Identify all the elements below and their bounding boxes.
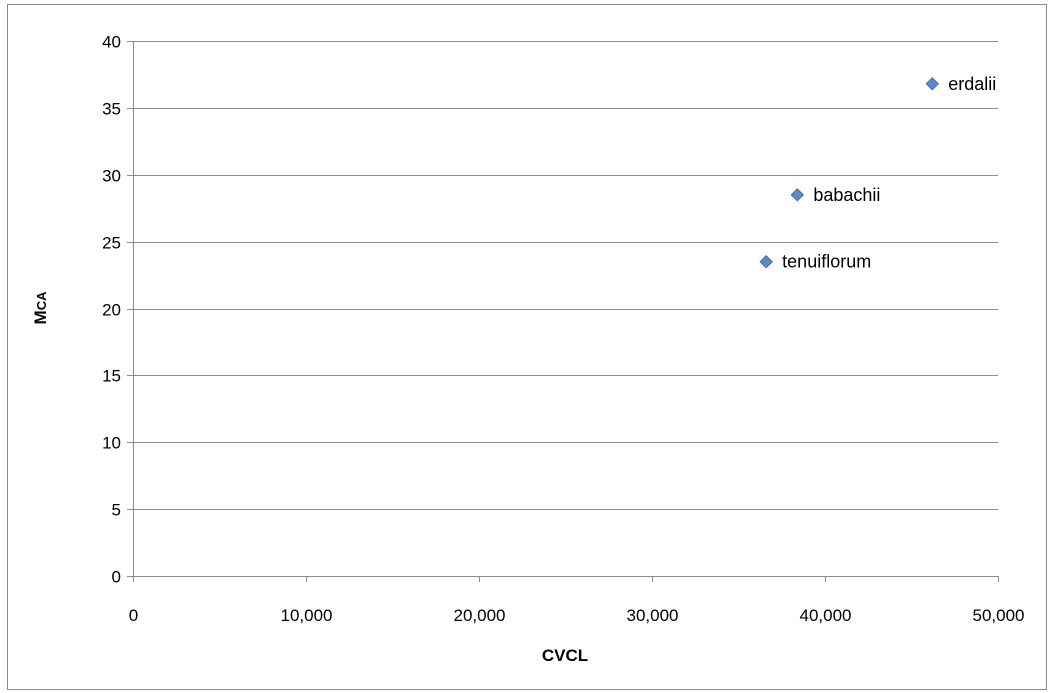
data-point-label: babachii (813, 185, 880, 205)
x-tick-label: 40,000 (800, 606, 852, 625)
y-tick-label: 30 (102, 167, 121, 186)
chart-area (7, 4, 1047, 690)
x-axis-ticks: 0 10,000 20,000 30,000 40,000 50,000 (129, 576, 1025, 625)
y-tick-label: 5 (112, 501, 121, 520)
data-point (925, 77, 939, 91)
x-axis-title: CVCL (542, 646, 588, 665)
y-tick-label: 0 (112, 568, 121, 587)
y-tick-label: 25 (102, 234, 121, 253)
x-tick-label: 10,000 (281, 606, 333, 625)
y-tick-label: 40 (102, 33, 121, 52)
y-axis-title-sub: CA (34, 291, 49, 310)
y-tick-label: 10 (102, 434, 121, 453)
data-points (759, 77, 939, 269)
y-tick-label: 15 (102, 367, 121, 386)
y-axis-title: MCA (31, 291, 50, 325)
y-axis-ticks: 0 5 10 15 20 25 30 35 40 (102, 33, 133, 587)
y-tick-label: 35 (102, 100, 121, 119)
data-point-label: erdalii (948, 74, 996, 94)
data-labels: erdalii babachii tenuiflorum (782, 74, 996, 272)
data-point (759, 254, 773, 269)
y-axis-title-main: M (31, 310, 50, 324)
x-tick-label: 0 (129, 606, 138, 625)
x-tick-label: 30,000 (627, 606, 679, 625)
y-tick-label: 20 (102, 301, 121, 320)
x-tick-label: 20,000 (454, 606, 506, 625)
axes (133, 41, 998, 577)
gridlines (133, 41, 998, 510)
x-tick-label: 50,000 (973, 606, 1025, 625)
data-point-label: tenuiflorum (782, 252, 871, 272)
data-point (790, 188, 805, 202)
